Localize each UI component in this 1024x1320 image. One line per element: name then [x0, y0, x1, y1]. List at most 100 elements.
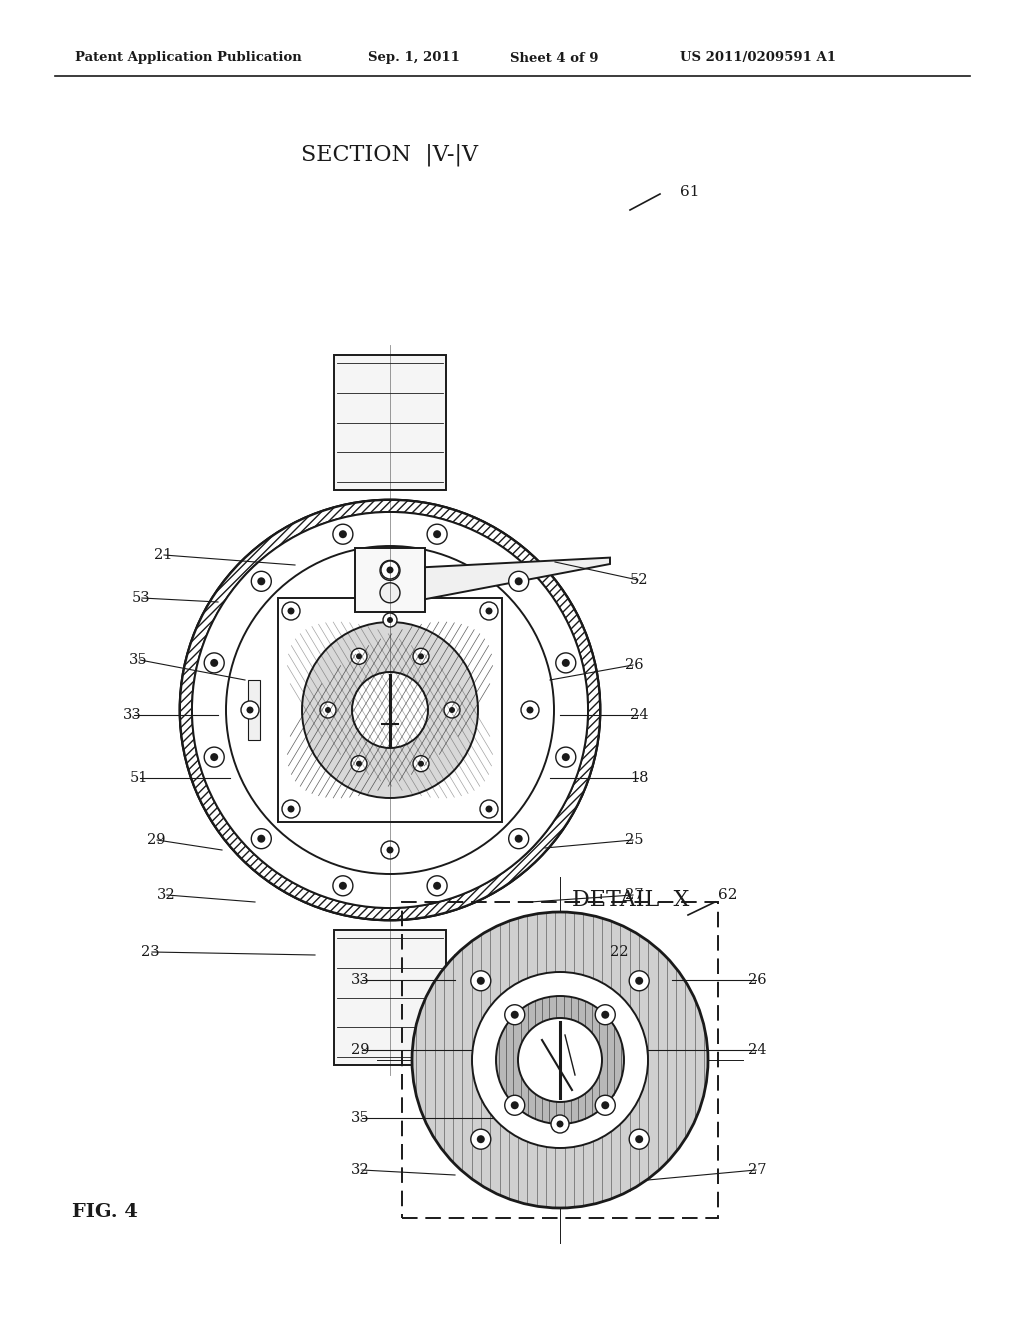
Circle shape — [241, 701, 259, 719]
Polygon shape — [278, 598, 502, 822]
Polygon shape — [334, 931, 446, 1065]
Circle shape — [556, 1121, 563, 1127]
Circle shape — [472, 972, 648, 1148]
Circle shape — [485, 805, 493, 813]
Circle shape — [356, 760, 362, 767]
Circle shape — [562, 659, 569, 667]
Circle shape — [333, 524, 353, 544]
Text: 35: 35 — [351, 1111, 370, 1125]
Circle shape — [302, 622, 478, 799]
Text: 35: 35 — [129, 653, 148, 667]
Circle shape — [210, 659, 218, 667]
Circle shape — [595, 1096, 615, 1115]
Circle shape — [257, 577, 265, 585]
Circle shape — [449, 708, 455, 713]
Circle shape — [352, 672, 428, 748]
Circle shape — [339, 531, 347, 539]
Text: 52: 52 — [630, 573, 648, 587]
Text: FIG. 4: FIG. 4 — [72, 1203, 138, 1221]
Text: 21: 21 — [154, 548, 172, 562]
Text: 62: 62 — [718, 888, 737, 902]
Circle shape — [471, 1129, 490, 1150]
Circle shape — [505, 1096, 524, 1115]
Circle shape — [601, 1011, 609, 1019]
Circle shape — [413, 755, 429, 772]
Text: Sheet 4 of 9: Sheet 4 of 9 — [510, 51, 598, 65]
Circle shape — [556, 653, 575, 673]
Circle shape — [333, 875, 353, 896]
Bar — [402, 902, 718, 1218]
Circle shape — [515, 577, 522, 585]
Circle shape — [601, 1101, 609, 1109]
Circle shape — [427, 524, 447, 544]
Circle shape — [339, 882, 347, 890]
Text: 33: 33 — [351, 973, 370, 987]
Circle shape — [180, 500, 600, 920]
Polygon shape — [248, 680, 260, 741]
Circle shape — [381, 841, 399, 859]
Circle shape — [387, 616, 393, 623]
Circle shape — [210, 754, 218, 762]
Circle shape — [226, 546, 554, 874]
Circle shape — [521, 701, 539, 719]
Circle shape — [433, 531, 441, 539]
Text: 26: 26 — [748, 973, 767, 987]
Text: 26: 26 — [625, 657, 644, 672]
Text: Patent Application Publication: Patent Application Publication — [75, 51, 302, 65]
Circle shape — [511, 1011, 519, 1019]
Circle shape — [288, 805, 295, 813]
Circle shape — [351, 755, 367, 772]
Circle shape — [247, 706, 254, 714]
Circle shape — [418, 760, 424, 767]
Circle shape — [556, 747, 575, 767]
Circle shape — [413, 648, 429, 664]
Circle shape — [433, 882, 441, 890]
Circle shape — [427, 875, 447, 896]
Circle shape — [629, 970, 649, 991]
Text: 29: 29 — [351, 1043, 370, 1057]
Text: 29: 29 — [146, 833, 165, 847]
Text: 18: 18 — [630, 771, 648, 785]
Circle shape — [485, 607, 493, 615]
Circle shape — [386, 566, 393, 573]
Circle shape — [386, 846, 393, 854]
Text: SECTION  |V-|V: SECTION |V-|V — [301, 144, 478, 166]
Circle shape — [380, 583, 400, 603]
Circle shape — [526, 706, 534, 714]
Circle shape — [477, 977, 484, 985]
Circle shape — [635, 1135, 643, 1143]
Text: 61: 61 — [680, 185, 699, 199]
Circle shape — [251, 572, 271, 591]
Text: DETAIL  X: DETAIL X — [572, 888, 689, 911]
Polygon shape — [334, 355, 446, 490]
Circle shape — [383, 612, 397, 627]
Circle shape — [180, 500, 600, 920]
Circle shape — [505, 1005, 524, 1024]
Circle shape — [380, 561, 400, 581]
Circle shape — [418, 653, 424, 659]
Circle shape — [515, 834, 522, 842]
Circle shape — [562, 754, 569, 762]
Circle shape — [193, 512, 588, 908]
Circle shape — [288, 607, 295, 615]
Circle shape — [257, 834, 265, 842]
Text: 33: 33 — [123, 708, 142, 722]
Text: 51: 51 — [130, 771, 148, 785]
Text: 23: 23 — [141, 945, 160, 960]
Circle shape — [351, 648, 367, 664]
Circle shape — [204, 747, 224, 767]
Circle shape — [471, 970, 490, 991]
Text: 32: 32 — [157, 888, 175, 902]
Circle shape — [595, 1005, 615, 1024]
Circle shape — [325, 708, 331, 713]
Circle shape — [444, 702, 460, 718]
Circle shape — [480, 800, 498, 818]
Text: 24: 24 — [748, 1043, 767, 1057]
Circle shape — [635, 977, 643, 985]
Circle shape — [356, 653, 362, 659]
Circle shape — [412, 912, 708, 1208]
Text: 25: 25 — [625, 833, 643, 847]
Text: 27: 27 — [625, 888, 643, 902]
Text: 22: 22 — [610, 945, 629, 960]
Circle shape — [509, 572, 528, 591]
